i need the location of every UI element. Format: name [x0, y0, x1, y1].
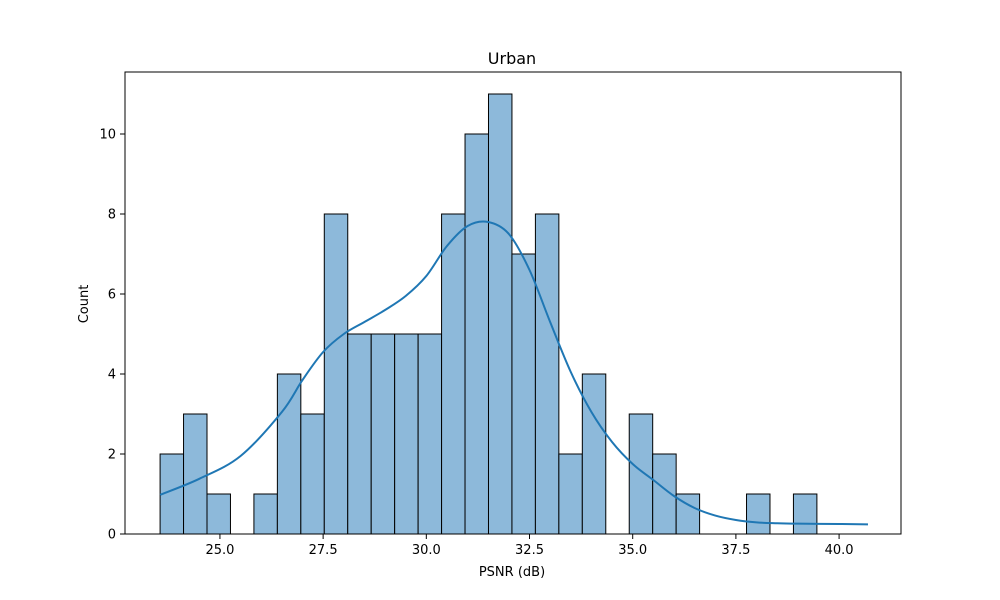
x-tick-label: 30.0: [412, 543, 441, 558]
histogram-bar: [628, 413, 654, 535]
histogram-bar: [487, 93, 513, 535]
y-tick-label: 0: [108, 528, 116, 543]
histogram-bar: [511, 253, 536, 535]
x-tick-label: 32.5: [515, 543, 544, 558]
histogram-bar: [417, 333, 443, 535]
histogram-bar: [253, 493, 278, 535]
histogram-bar: [347, 333, 372, 535]
x-tick-label: 37.5: [721, 543, 750, 558]
y-tick-label: 4: [108, 368, 116, 383]
x-tick-label: 40.0: [825, 543, 854, 558]
histogram-bar: [441, 213, 466, 535]
x-tick-label: 35.0: [618, 543, 647, 558]
histogram-bar: [323, 213, 349, 535]
histogram-bar: [746, 493, 771, 535]
histogram-bar: [558, 453, 583, 535]
histogram-bar: [183, 413, 208, 535]
y-tick-label: 10: [99, 128, 116, 143]
y-axis-label: Count: [77, 285, 92, 324]
y-axis: 0 2 4 6 8 10: [99, 128, 125, 543]
histogram-bar: [534, 213, 560, 535]
histogram-bar: [394, 333, 419, 535]
x-tick-label: 25.0: [205, 543, 234, 558]
kde-curve: [159, 220, 868, 526]
y-tick-label: 8: [108, 208, 116, 223]
histogram-bar: [276, 373, 302, 535]
y-tick-label: 2: [108, 448, 116, 463]
histogram-bar: [581, 373, 607, 535]
x-axis-label: PSNR (dB): [479, 565, 545, 580]
histogram-bar: [300, 413, 325, 535]
plot-frame: [124, 71, 902, 535]
x-tick-label: 27.5: [309, 543, 338, 558]
histogram-bar: [370, 333, 396, 535]
y-tick-label: 6: [108, 288, 116, 303]
bars-group: [159, 93, 818, 535]
histogram-bar: [206, 493, 231, 535]
chart-title: Urban: [488, 49, 536, 68]
histogram-bar: [792, 493, 818, 535]
histogram-bar: [464, 133, 489, 535]
x-axis: 25.0 27.5 30.0 32.5 35.0 37.5 40.0: [205, 534, 854, 558]
